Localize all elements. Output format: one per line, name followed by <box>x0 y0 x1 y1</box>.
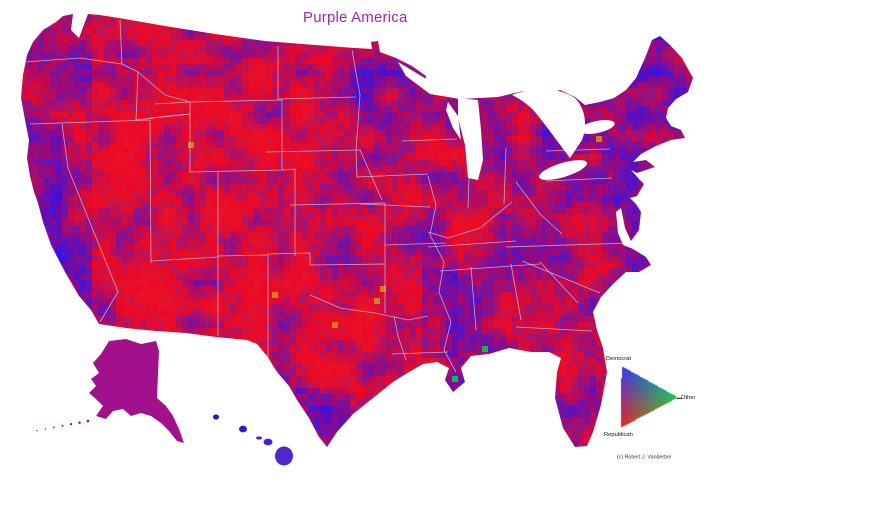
lake-huron <box>512 89 586 158</box>
green-bay <box>446 102 461 140</box>
island-molokai <box>256 436 262 440</box>
alaska <box>36 339 184 443</box>
copyright-credit: (c) Robert J. Vanderbei <box>617 454 672 460</box>
lake-ontario <box>579 120 615 134</box>
great-lakes <box>398 62 615 180</box>
alaska-mainland <box>89 339 184 443</box>
legend-label-democrat: Democrat <box>606 355 631 362</box>
legend-label-other: Other <box>681 394 696 401</box>
legend-other-tick <box>677 398 682 399</box>
legend-label-republican: Republican <box>604 431 633 438</box>
lake-michigan <box>458 98 483 180</box>
island-oahu <box>239 425 247 433</box>
state-borders <box>24 19 631 373</box>
hawaii <box>213 414 293 466</box>
page-title: Purple America <box>303 9 408 26</box>
island-maui <box>263 438 273 446</box>
lake-erie <box>539 160 587 180</box>
lake-superior <box>398 62 528 99</box>
island-kauai <box>213 414 219 420</box>
aleutian-islands <box>36 419 90 432</box>
island-hawaii <box>275 446 293 466</box>
legend-color-triangle <box>619 364 679 430</box>
